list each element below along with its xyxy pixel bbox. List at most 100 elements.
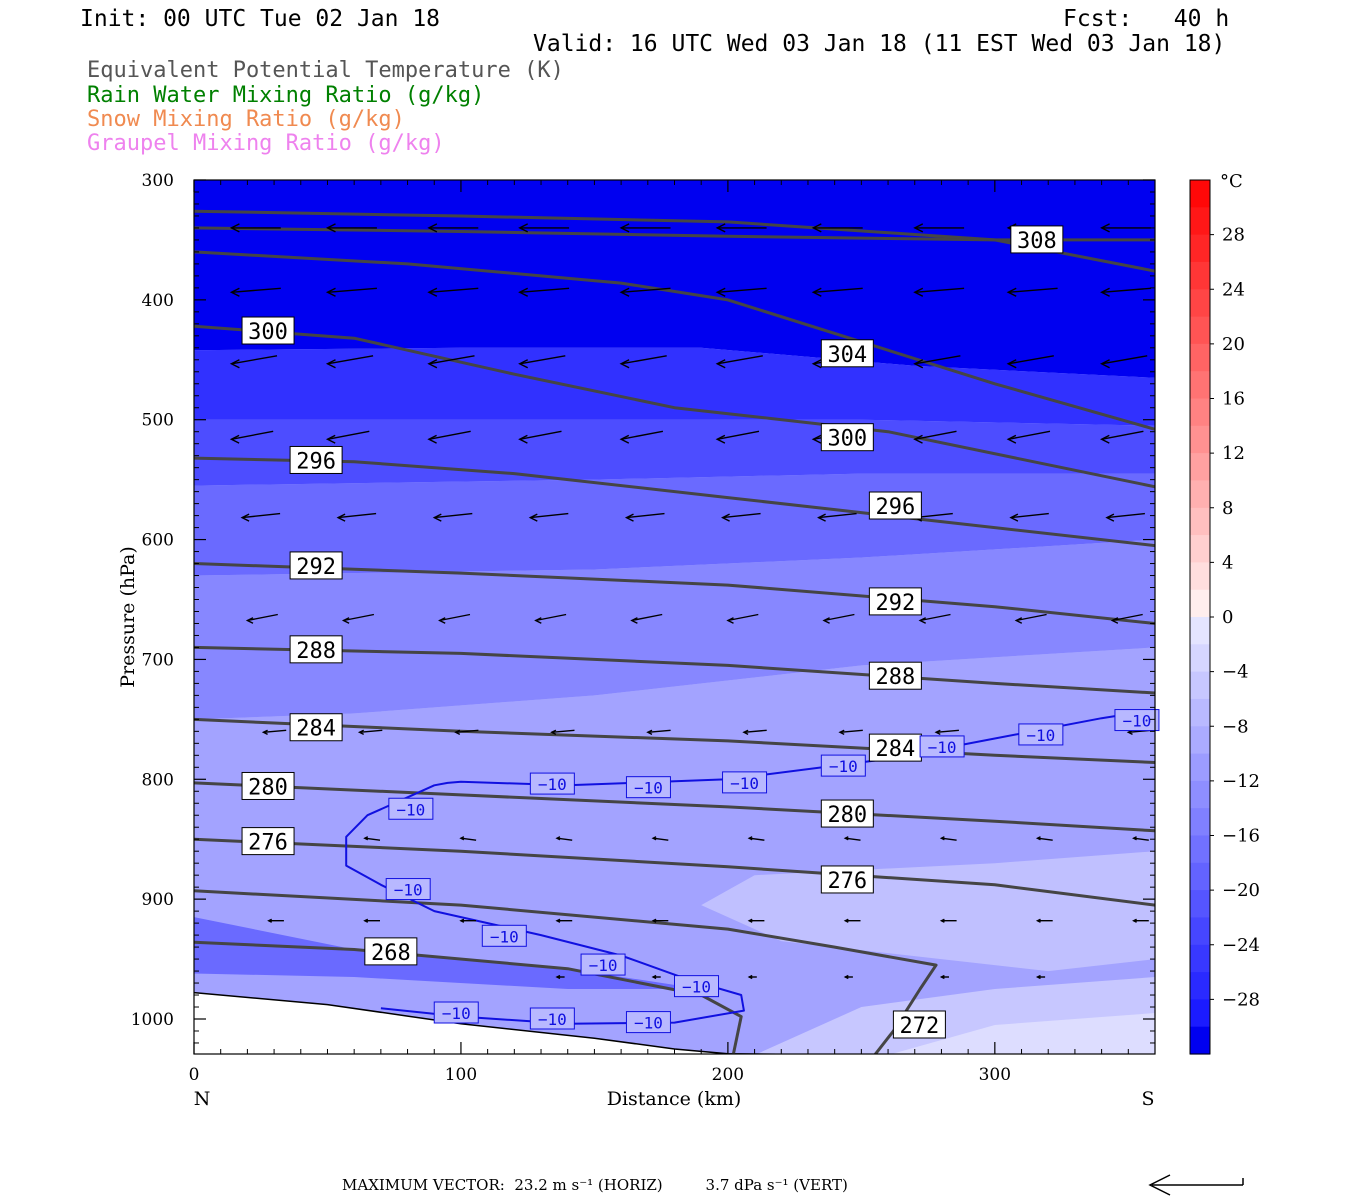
y-tick-label: 1000 [131, 1010, 174, 1030]
svg-text:304: 304 [827, 343, 867, 368]
colorbar-swatch [1190, 507, 1210, 536]
colorbar-swatch [1190, 698, 1210, 727]
theta-e-contour-280 [194, 781, 1155, 833]
colorbar-tick-label: 4 [1222, 552, 1233, 573]
svg-text:280: 280 [248, 775, 288, 800]
colorbar-swatch [1190, 207, 1210, 236]
svg-text:288: 288 [875, 665, 915, 690]
svg-text:308: 308 [1017, 229, 1057, 254]
wind-vector [438, 613, 471, 624]
colorbar-tick-label: −8 [1222, 716, 1249, 737]
wind-vector [1014, 613, 1047, 624]
colorbar-swatch [1190, 453, 1210, 481]
wind-vector [843, 918, 861, 923]
svg-text:296: 296 [875, 495, 915, 520]
wind-vector [811, 223, 863, 233]
y-axis-label: Pressure (hPa) [117, 546, 139, 688]
wind-vector [341, 613, 375, 624]
svg-text:−10: −10 [634, 779, 663, 798]
wind-vector [1110, 613, 1143, 624]
wind-vector [1006, 430, 1051, 444]
wind-vector [518, 355, 566, 369]
colorbar-tick-label: 16 [1222, 389, 1245, 410]
theta-e-label: 308 [1010, 225, 1064, 254]
svg-text:268: 268 [371, 941, 411, 966]
temperature-label: −10 [625, 1011, 671, 1034]
colorbar-swatch [1190, 316, 1210, 345]
y-tick-label: 700 [142, 650, 174, 670]
terrain-fill [194, 992, 1155, 1054]
colorbar-tick-label: 8 [1222, 498, 1233, 519]
svg-text:−10: −10 [538, 775, 567, 794]
wind-vector [427, 430, 471, 444]
colorbar-tick-label: −16 [1222, 826, 1260, 847]
init-time-label: Init: 00 UTC Tue 02 Jan 18 [80, 6, 441, 32]
wind-vector [336, 512, 377, 522]
variable-label-snow: Snow Mixing Ratio (g/kg) [87, 107, 405, 132]
wind-vector [432, 512, 473, 522]
svg-text:292: 292 [296, 555, 336, 580]
wind-vector [555, 918, 573, 923]
theta-e-contour-276 [194, 837, 1155, 907]
theta-e-label: 268 [364, 937, 418, 966]
wind-vector [555, 974, 565, 980]
colorbar-swatch [1190, 1026, 1210, 1055]
wind-vector [913, 355, 961, 369]
colorbar-swatch [1190, 944, 1210, 973]
wind-vector [528, 512, 569, 522]
colorbar-swatch [1190, 371, 1210, 400]
y-tick-label: 600 [142, 531, 174, 551]
wind-vector [550, 729, 575, 736]
temperature-band-6 [701, 851, 1155, 972]
svg-text:−10: −10 [538, 1010, 567, 1029]
colorbar-swatch [1190, 999, 1210, 1028]
x-tick-label: 300 [979, 1065, 1011, 1085]
wind-vector [245, 613, 278, 624]
wind-vector [325, 430, 370, 444]
y-tick-label: 500 [142, 411, 174, 431]
wind-vector [229, 287, 281, 297]
wind-vector [229, 223, 281, 233]
wind-vector [555, 836, 573, 841]
temperature-label: −10 [580, 953, 626, 976]
colorbar-tick-label: −20 [1222, 880, 1260, 901]
wind-vector [427, 223, 479, 233]
theta-e-label: 304 [820, 339, 874, 368]
wind-vector [747, 974, 757, 980]
x-tick-label: 200 [712, 1065, 744, 1085]
svg-text:−10: −10 [396, 800, 425, 819]
theta-e-label: 300 [241, 316, 295, 345]
svg-text:284: 284 [875, 737, 915, 762]
theta-e-label: 280 [820, 799, 874, 828]
colorbar-swatch [1190, 780, 1210, 809]
colorbar-swatch [1190, 972, 1210, 1000]
wind-vector [518, 287, 570, 297]
temperature-label: −10 [529, 1007, 575, 1030]
wind-vector [715, 287, 767, 297]
wind-vector [1006, 355, 1054, 369]
colorbar-unit: °C [1220, 171, 1243, 192]
theta-e-label: 276 [820, 865, 874, 894]
colorbar-swatch [1190, 890, 1210, 918]
svg-text:300: 300 [248, 320, 288, 345]
temperature-band-9 [891, 1013, 1155, 1054]
y-tick-label: 800 [142, 770, 174, 790]
svg-text:−10: −10 [730, 774, 759, 793]
wind-vector [518, 430, 562, 444]
theta-e-label: 292 [289, 551, 343, 580]
temperature-label: −10 [388, 797, 434, 820]
y-tick-label: 300 [142, 171, 174, 191]
temperature-band-1 [194, 347, 1155, 426]
y-tick-label: 400 [142, 291, 174, 311]
theta-e-label: 296 [289, 445, 343, 474]
wind-vector [1105, 512, 1145, 522]
colorbar-tick-label: −4 [1222, 662, 1249, 683]
wind-vector [939, 836, 957, 841]
svg-text:−10: −10 [490, 927, 519, 946]
theta-e-label: 296 [868, 491, 922, 520]
max-vector-arrow-icon [1148, 1174, 1244, 1196]
wind-vector [325, 287, 377, 297]
temperature-label: −10 [722, 771, 768, 794]
wind-vector [726, 613, 759, 624]
